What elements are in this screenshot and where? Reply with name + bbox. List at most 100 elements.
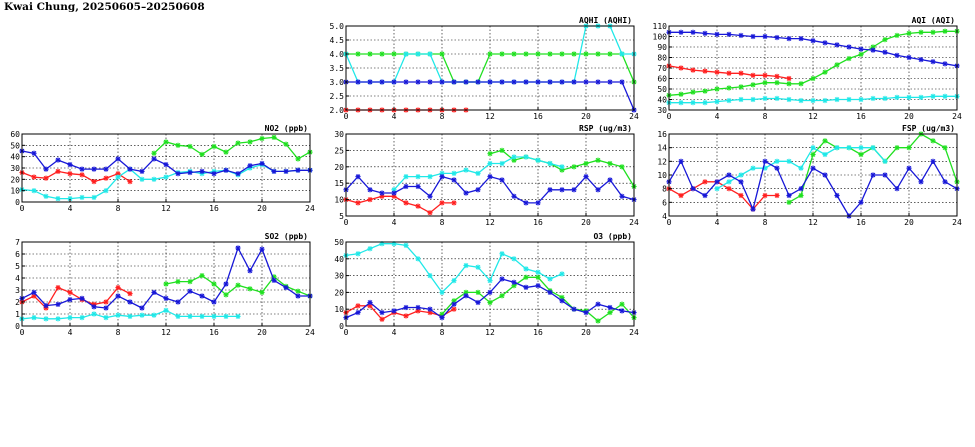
page-title: Kwai Chung, 20250605–20250608 [4,1,205,13]
data-point [535,269,541,275]
data-point [247,286,253,292]
data-point [619,51,625,57]
data-point [535,79,541,85]
data-point [31,315,37,321]
data-point [499,276,505,282]
data-point [595,187,601,193]
data-point [774,80,780,86]
data-point [91,179,97,185]
data-point [151,289,157,295]
data-point [750,33,756,40]
data-point [463,293,469,299]
data-point [846,145,852,151]
data-point [355,309,361,316]
data-point [439,200,445,206]
data-point [607,160,613,167]
y-tick-label: 30 [334,130,344,139]
data-point [367,299,373,306]
data-point [810,165,816,171]
data-point [523,154,529,160]
chart-title: O3 (ppb) [593,232,632,241]
x-tick-label: 20 [904,218,914,227]
chart-o3: 0 4 8 12 16 20 24 0 10 20 30 40 50 O3 (ppb) [334,232,639,337]
data-point [726,97,732,104]
data-point [822,69,828,75]
data-point [714,31,720,37]
data-point [798,97,804,104]
data-point [858,199,864,205]
data-point [786,75,792,82]
data-point [67,289,73,295]
data-point [487,278,493,284]
data-point [690,67,696,73]
data-point [175,171,181,177]
y-tick-label: 7 [15,238,20,247]
x-tick-label: 4 [715,112,720,121]
data-point [283,285,289,291]
data-point [726,186,732,192]
data-point [127,179,133,185]
data-point [714,86,720,92]
data-point [607,79,613,85]
data-point [822,40,828,46]
data-point [415,174,421,180]
y-tick-label: 10 [657,171,667,180]
x-tick-label: 24 [305,328,315,337]
data-point [439,315,445,321]
data-point [139,305,145,311]
data-point [882,37,888,43]
data-point [355,303,361,309]
data-point [295,293,301,299]
data-point [571,187,577,193]
data-point [499,177,505,183]
data-point [774,95,780,102]
data-point [43,175,49,181]
data-point [439,289,445,295]
data-point [487,174,493,180]
chart-title: NO2 (ppb) [265,124,308,133]
x-tick-label: 4 [68,328,73,337]
y-tick-label: 3.5 [330,64,345,73]
data-point [427,306,433,312]
x-tick-label: 16 [856,112,866,121]
x-tick-label: 16 [209,204,219,213]
data-point [702,192,708,199]
data-point [619,164,625,170]
data-point [762,80,768,86]
data-point [547,51,553,57]
y-tick-label: 8 [662,185,667,194]
data-point [31,174,37,180]
chart-aqhi: 0 4 8 12 16 20 24 2.0 2.5 3.0 3.5 4.0 4.5 5.0 AQHI (AQ… [330,16,639,121]
data-point [559,79,565,85]
data-point [834,42,840,48]
data-point [499,79,505,85]
data-point [211,299,217,305]
data-point [595,318,601,324]
y-tick-label: 2.5 [330,92,345,101]
data-point [451,79,457,85]
data-point [163,307,169,313]
data-point [103,315,109,321]
data-point [271,134,277,140]
data-point [127,313,133,319]
data-point [259,160,265,167]
data-point [690,29,696,35]
data-point [559,187,565,193]
data-point [607,309,613,316]
data-point [547,187,553,193]
data-point [678,65,684,71]
data-point [451,278,457,284]
data-point [822,97,828,104]
data-point [750,96,756,103]
data-point [894,52,900,58]
data-point [79,295,85,301]
data-point [870,145,876,151]
data-point [451,200,457,206]
x-tick-label: 0 [20,204,25,213]
chart-title: FSP (ug/m3) [902,124,955,133]
data-point [67,171,73,177]
data-point [367,51,373,57]
data-point [535,283,541,289]
data-point [595,51,601,57]
